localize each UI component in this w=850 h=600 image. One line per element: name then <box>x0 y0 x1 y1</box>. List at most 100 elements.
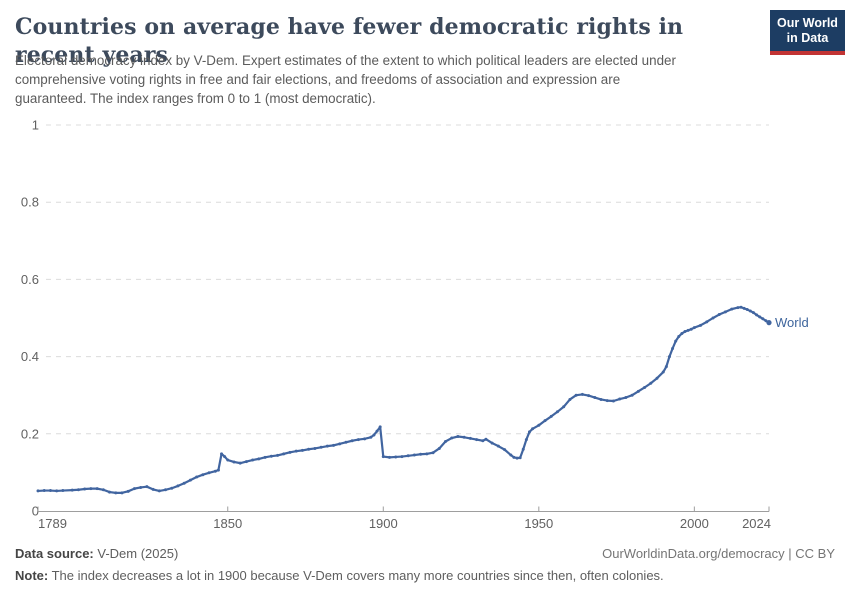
data-point-marker <box>350 439 354 443</box>
data-point-marker <box>568 397 572 401</box>
data-point-marker <box>543 419 547 423</box>
data-point-marker <box>61 489 65 493</box>
data-point-marker <box>667 355 671 359</box>
data-point-marker <box>375 429 379 433</box>
data-point-marker <box>723 310 727 314</box>
data-point-marker <box>48 489 52 493</box>
data-point-marker <box>748 309 752 313</box>
data-point-marker <box>524 438 528 442</box>
data-point-marker <box>400 455 404 459</box>
data-point-marker <box>764 319 768 323</box>
data-point-marker <box>207 471 211 475</box>
data-point-marker <box>76 488 80 492</box>
chart-subtitle-line: comprehensive voting rights in free and … <box>15 72 621 87</box>
chart-subtitle: Electoral democracy index by V-Dem. Expe… <box>15 51 775 108</box>
data-point-marker <box>182 481 186 485</box>
data-point-marker <box>126 489 130 493</box>
data-point-marker <box>394 455 398 459</box>
data-point-marker <box>683 330 687 334</box>
data-point-marker <box>226 458 230 462</box>
data-point-marker <box>170 486 174 490</box>
data-point-marker <box>412 453 416 457</box>
chart-title: Countries on average have fewer democrat… <box>15 14 684 68</box>
owid-url-link[interactable]: OurWorldinData.org/democracy | CC BY <box>602 546 835 561</box>
data-point-marker <box>164 488 168 492</box>
data-source-value: V-Dem (2025) <box>97 546 179 561</box>
data-point-marker <box>437 446 441 450</box>
data-point-marker <box>108 490 112 494</box>
data-point-marker <box>611 399 615 403</box>
data-point-marker <box>344 440 348 444</box>
data-point-marker <box>406 454 410 458</box>
data-point-marker <box>114 491 118 495</box>
data-point-marker <box>484 437 488 441</box>
data-point-marker <box>481 439 485 443</box>
data-point-marker <box>699 323 703 327</box>
data-point-marker <box>605 399 609 403</box>
data-source-label: Data source: <box>15 546 94 561</box>
data-point-marker <box>686 328 690 332</box>
data-point-marker <box>527 430 531 434</box>
data-point-marker <box>363 437 367 441</box>
data-point-marker <box>503 448 507 452</box>
footer-note-label: Note: <box>15 568 49 583</box>
data-point-marker <box>223 455 227 459</box>
data-point-marker <box>512 455 516 459</box>
data-point-marker <box>70 488 74 492</box>
x-axis-tick-label: 1950 <box>524 516 553 531</box>
data-point-marker <box>680 331 684 335</box>
y-axis-tick-label: 0.8 <box>21 195 39 210</box>
world-series-line <box>36 306 771 494</box>
data-point-marker <box>671 346 675 350</box>
data-point-marker <box>692 326 696 330</box>
data-point-marker <box>664 365 668 369</box>
owid-logo-line1: Our World <box>777 15 838 30</box>
data-point-marker <box>431 451 435 455</box>
x-axis-tick-label: 1850 <box>213 516 242 531</box>
data-point-marker <box>587 394 591 398</box>
data-point-marker <box>263 455 267 459</box>
data-point-marker <box>509 453 513 457</box>
data-point-marker <box>443 440 447 444</box>
data-point-marker <box>276 453 280 457</box>
x-axis-tick-label: 1900 <box>369 516 398 531</box>
data-point-marker <box>372 433 376 437</box>
data-point-marker <box>381 455 385 459</box>
data-point-marker <box>332 443 336 447</box>
footer-note: Note: The index decreases a lot in 1900 … <box>15 568 835 583</box>
data-point-marker <box>338 442 342 446</box>
owid-logo-line2: in Data <box>786 30 829 45</box>
data-point-marker <box>188 478 192 482</box>
data-point-marker <box>758 315 762 319</box>
data-point-marker <box>388 455 392 459</box>
series-label-world: World <box>775 315 809 330</box>
data-point-marker <box>496 444 500 448</box>
y-axis-tick-label: 0.4 <box>21 349 39 364</box>
x-axis-tick-label: 2024 <box>742 516 771 531</box>
data-point-marker <box>761 317 765 321</box>
chart-subtitle-line: Electoral democracy index by V-Dem. Expe… <box>15 53 676 68</box>
footer: Data source: V-Dem (2025) OurWorldinData… <box>15 546 835 561</box>
data-point-marker <box>518 456 522 460</box>
data-point-marker <box>55 489 59 493</box>
series-end-dot <box>766 320 772 326</box>
data-point-marker <box>251 458 255 462</box>
data-point-marker <box>736 306 740 310</box>
data-point-marker <box>630 393 634 397</box>
data-point-marker <box>42 489 46 493</box>
data-point-marker <box>294 449 298 453</box>
owid-logo[interactable]: Our World in Data <box>770 10 845 55</box>
data-point-marker <box>213 469 217 473</box>
data-point-marker <box>176 484 180 488</box>
data-point-marker <box>288 450 292 454</box>
data-point-marker <box>378 425 382 429</box>
data-point-marker <box>325 444 329 448</box>
data-point-marker <box>468 436 472 440</box>
data-point-marker <box>356 438 360 442</box>
data-point-marker <box>689 327 693 331</box>
data-point-marker <box>555 410 559 414</box>
data-point-marker <box>36 489 40 493</box>
data-point-marker <box>244 460 248 464</box>
data-point-marker <box>674 339 678 343</box>
